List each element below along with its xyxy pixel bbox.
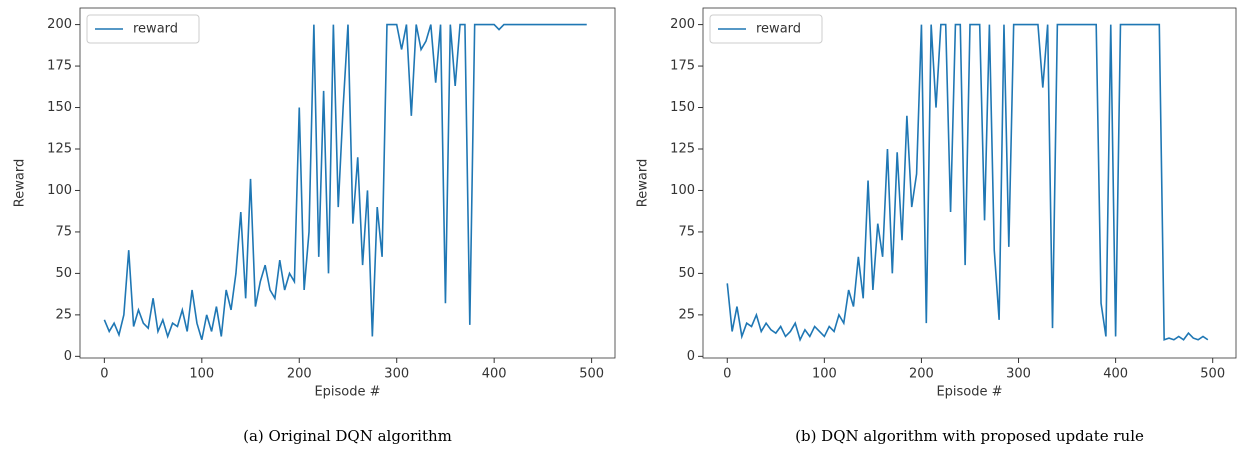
x-tick-label: 0 bbox=[100, 367, 108, 382]
y-tick-label: 100 bbox=[47, 183, 72, 198]
legend-box bbox=[86, 14, 200, 44]
legend-box bbox=[709, 14, 823, 44]
y-tick-label: 0 bbox=[687, 349, 695, 364]
subplot: 0 25 50 75 100 125 150 175 200 0 100 200 300 400 500 Ep… bbox=[636, 7, 1237, 445]
x-tick-label: 400 bbox=[1103, 367, 1128, 382]
x-tick-label: 300 bbox=[384, 367, 409, 382]
y-tick-label: 100 bbox=[670, 183, 695, 198]
x-axis-label: Episode # bbox=[314, 385, 380, 400]
caption: (a) Original DQN algorithm bbox=[243, 427, 452, 445]
y-tick-label: 125 bbox=[47, 141, 72, 156]
y-tick-label: 50 bbox=[55, 266, 72, 281]
caption: (b) DQN algorithm with proposed update r… bbox=[795, 427, 1144, 445]
x-tick-label: 500 bbox=[579, 367, 604, 382]
line-series bbox=[726, 23, 1209, 342]
y-axis-label: Reward bbox=[636, 159, 651, 207]
legend-label: reward bbox=[756, 22, 801, 37]
x-tick-label: 100 bbox=[189, 367, 214, 382]
x-tick-label: 200 bbox=[287, 367, 312, 382]
y-tick-label: 125 bbox=[670, 141, 695, 156]
subplot: 0 25 50 75 100 125 150 175 200 0 100 200 300 400 500 Ep… bbox=[13, 7, 616, 445]
x-tick-label: 0 bbox=[723, 367, 731, 382]
x-tick-label: 200 bbox=[909, 367, 934, 382]
plot-frame bbox=[702, 7, 1237, 359]
y-tick-label: 25 bbox=[55, 307, 72, 322]
y-tick-label: 175 bbox=[47, 59, 72, 74]
x-tick-label: 400 bbox=[482, 367, 507, 382]
y-tick-label: 175 bbox=[670, 59, 695, 74]
y-tick-label: 50 bbox=[678, 266, 695, 281]
line-series bbox=[103, 23, 587, 340]
y-tick-label: 200 bbox=[670, 17, 695, 32]
legend-label: reward bbox=[133, 22, 178, 37]
y-axis-label: Reward bbox=[13, 159, 28, 207]
x-tick-label: 300 bbox=[1006, 367, 1031, 382]
y-tick-label: 75 bbox=[55, 224, 72, 239]
x-tick-label: 100 bbox=[812, 367, 837, 382]
y-tick-label: 75 bbox=[678, 224, 695, 239]
y-tick-label: 25 bbox=[678, 307, 695, 322]
x-axis-label: Episode # bbox=[936, 385, 1002, 400]
y-tick-label: 200 bbox=[47, 17, 72, 32]
y-tick-label: 0 bbox=[64, 349, 72, 364]
y-tick-label: 150 bbox=[47, 100, 72, 115]
plot-frame bbox=[79, 7, 616, 359]
x-tick-label: 500 bbox=[1200, 367, 1225, 382]
y-tick-label: 150 bbox=[670, 100, 695, 115]
